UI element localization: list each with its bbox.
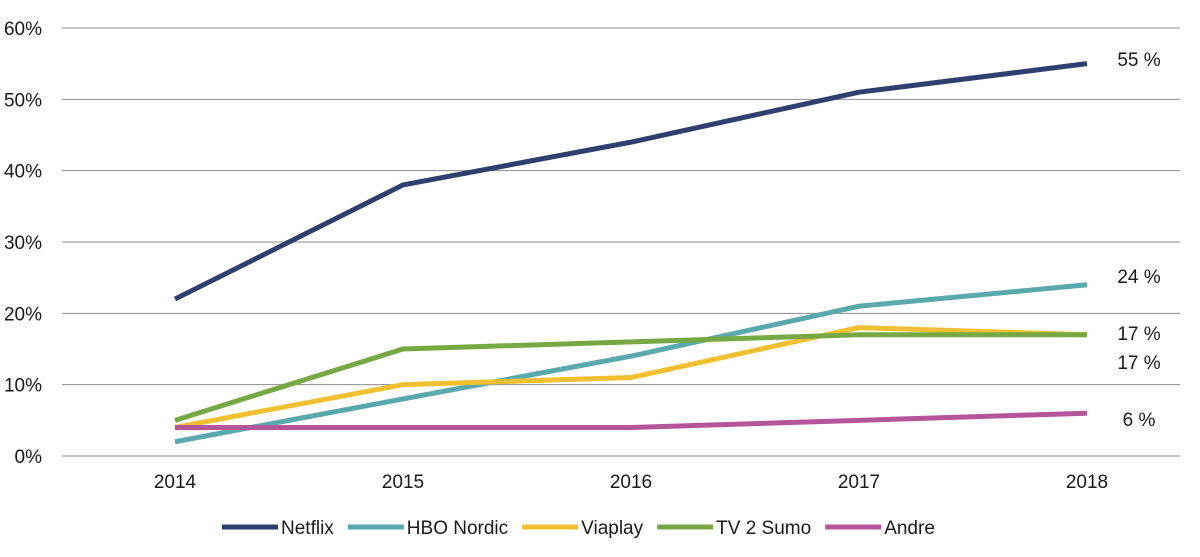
end-value-labels: 55 % 24 % 17 % 17 % 6 %: [1117, 50, 1160, 431]
legend-label: Viaplay: [581, 518, 643, 539]
x-tick-label: 2014: [154, 472, 197, 493]
x-tick-label: 2017: [838, 472, 880, 493]
y-tick-label: 50%: [4, 90, 42, 111]
end-value-label: 55 %: [1117, 50, 1160, 71]
y-tick-label: 60%: [4, 19, 42, 40]
legend: Netflix HBO Nordic Viaplay TV 2 Sumo Andre: [222, 518, 935, 539]
legend-label: Andre: [884, 518, 935, 539]
legend-label: TV 2 Sumo: [716, 518, 811, 539]
y-axis-tick-labels: 0% 10% 20% 30% 40% 50% 60%: [4, 19, 42, 468]
end-value-label: 17 %: [1117, 324, 1160, 345]
end-value-label: 6 %: [1123, 410, 1156, 431]
series-lines: [173, 61, 1088, 445]
y-tick-label: 40%: [4, 162, 42, 183]
y-tick-label: 30%: [4, 233, 42, 254]
x-tick-label: 2016: [610, 472, 652, 493]
x-tick-label: 2018: [1066, 472, 1108, 493]
gridlines: [62, 27, 1180, 457]
end-value-label: 17 %: [1117, 353, 1160, 374]
x-tick-label: 2015: [382, 472, 424, 493]
y-tick-label: 10%: [4, 376, 42, 397]
legend-label: HBO Nordic: [407, 518, 508, 539]
x-axis-tick-labels: 2014 2015 2016 2017 2018: [154, 472, 1108, 493]
y-tick-label: 20%: [4, 304, 42, 325]
legend-label: Netflix: [281, 518, 334, 539]
y-tick-label: 0%: [15, 447, 43, 468]
end-value-label: 24 %: [1117, 267, 1160, 288]
